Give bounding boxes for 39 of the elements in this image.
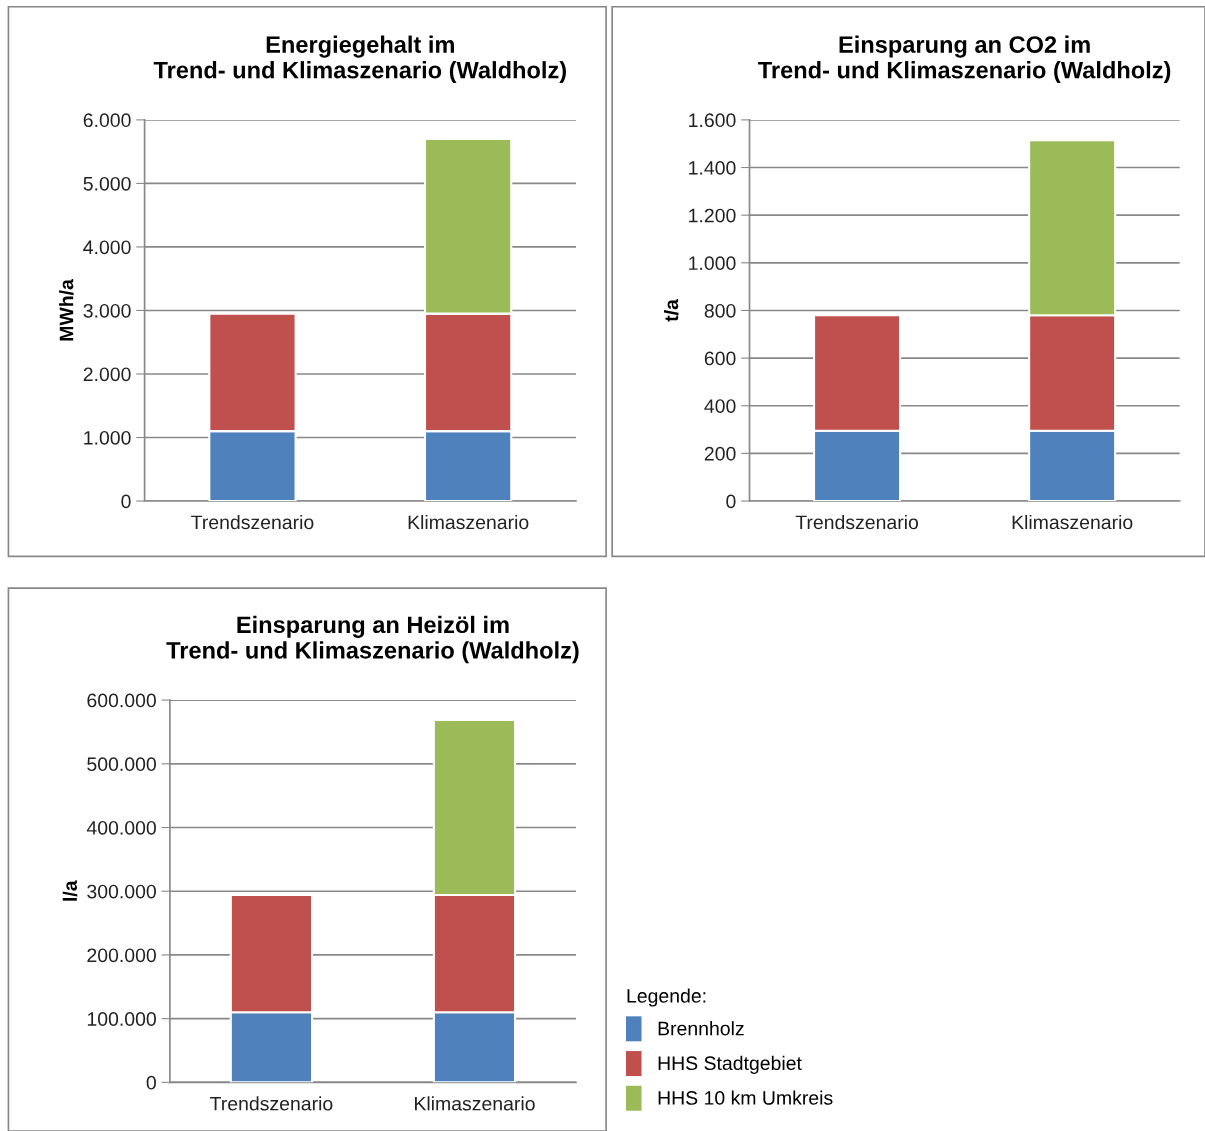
legend-title: Legende: (627, 988, 706, 1007)
y-tick-label: 200 (704, 446, 736, 461)
y-tick-label: 600.000 (87, 693, 156, 708)
legend-label: HHS 10 km Umkreis (658, 1090, 833, 1105)
y-axis-title: MWh/a (59, 279, 74, 341)
x-tick-label: Trendszenario (191, 514, 314, 530)
y-tick-label: 5.000 (83, 176, 131, 191)
chart-title: Einsparung an CO2 im Trend- und Klimaszenario (Waldholz) (758, 35, 1171, 84)
x-tick-label: Trendszenario (210, 1096, 333, 1111)
x-tick-label: Trendszenario (795, 514, 919, 530)
y-tick-label: 4.000 (83, 240, 131, 255)
x-tick-label: Klimaszenario (408, 514, 529, 530)
y-tick-label: 200.000 (87, 948, 156, 963)
y-tick-label: 1.400 (689, 161, 736, 175)
y-tick-label: 3.000 (83, 303, 131, 318)
y-tick-label: 2.000 (83, 367, 131, 382)
y-tick-label: 800 (704, 303, 736, 318)
y-tick-label: 300.000 (87, 884, 156, 899)
y-tick-label: 0 (121, 494, 131, 509)
y-tick-label: 400.000 (86, 820, 156, 835)
y-tick-label: 500.000 (87, 757, 156, 772)
y-axis-title: l/a (62, 880, 78, 901)
legend-label: Brennholz (658, 1021, 744, 1036)
y-tick-label: 1.600 (689, 113, 736, 128)
legend-label: HHS Stadtgebiet (658, 1055, 802, 1074)
y-tick-label: 600 (704, 351, 736, 366)
x-tick-label: Klimaszenario (1012, 514, 1133, 530)
y-tick-label: 1.000 (84, 430, 131, 445)
y-tick-label: 0 (146, 1075, 156, 1090)
chart-title: Energiegehalt im Trend- und Klimaszenario (Waldholz) (153, 35, 566, 84)
y-tick-label: 1.200 (689, 208, 736, 223)
chart-title: Einsparung an Heizöl im Trend- und Klimaszenario (Waldholz) (166, 615, 579, 664)
y-tick-label: 1.000 (689, 256, 736, 271)
x-tick-label: Klimaszenario (415, 1096, 535, 1111)
y-tick-label: 0 (726, 494, 736, 509)
y-tick-label: 100.000 (87, 1012, 156, 1026)
y-tick-label: 400 (704, 399, 736, 413)
y-axis-title: t/a (663, 298, 679, 322)
y-tick-label: 6.000 (83, 113, 131, 128)
